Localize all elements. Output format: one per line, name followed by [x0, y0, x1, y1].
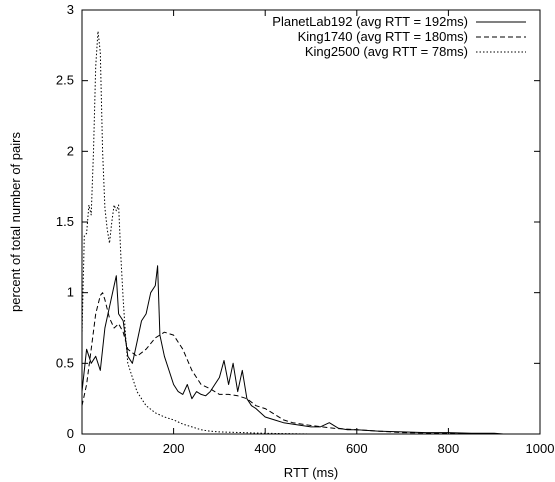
legend-label-3: King2500 (avg RTT = 78ms) — [305, 44, 468, 59]
y-axis-title: percent of total number of pairs — [8, 132, 23, 312]
y-tick-label: 0 — [67, 426, 74, 441]
x-tick-label: 1000 — [526, 441, 555, 456]
x-axis-title: RTT (ms) — [284, 465, 338, 480]
y-tick-label: 1 — [67, 285, 74, 300]
axis-ticks — [81, 9, 541, 435]
x-tick-label: 600 — [346, 441, 368, 456]
y-tick-label: 1.5 — [56, 214, 74, 229]
series-line-2 — [81, 292, 495, 435]
y-tick-label: 0.5 — [56, 355, 74, 370]
legend-label-1: PlanetLab192 (avg RTT = 192ms) — [272, 14, 468, 29]
y-tick-label: 2.5 — [56, 73, 74, 88]
legend-label-2: King1740 (avg RTT = 180ms) — [298, 29, 468, 44]
x-tick-label: 800 — [438, 441, 460, 456]
series-line-1 — [81, 265, 504, 435]
axis-tick-labels: 0 200 400 600 800 1000 0 0.5 1 1.5 2 2.5 3 — [56, 2, 555, 456]
x-tick-label: 200 — [163, 441, 185, 456]
y-tick-label: 3 — [67, 2, 74, 17]
series-lines — [81, 30, 504, 435]
legend: PlanetLab192 (avg RTT = 192ms)King1740 (… — [272, 14, 526, 59]
y-tick-label: 2 — [67, 143, 74, 158]
plot-frame — [81, 9, 541, 435]
x-tick-label: 0 — [78, 441, 85, 456]
series-line-3 — [81, 30, 312, 435]
x-tick-label: 400 — [254, 441, 276, 456]
